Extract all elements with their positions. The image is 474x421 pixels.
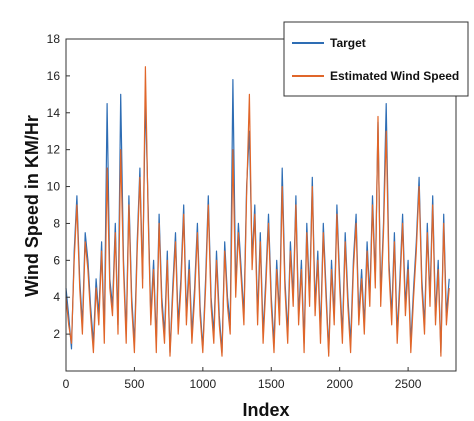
y-tick-label: 8 — [53, 216, 60, 230]
y-tick-label: 10 — [47, 180, 61, 194]
y-tick-label: 2 — [53, 327, 60, 341]
x-tick-label: 2500 — [395, 377, 422, 391]
plot-frame — [65, 38, 457, 372]
series-line-estimated — [65, 66, 450, 357]
x-tick-label: 0 — [63, 377, 70, 391]
x-tick-label: 1500 — [258, 377, 285, 391]
x-tick-label: 1000 — [189, 377, 216, 391]
y-axis-ticks: 2 4 6 8 10 12 14 16 18 — [47, 32, 70, 341]
y-tick-label: 4 — [53, 290, 60, 304]
x-tick-label: 500 — [124, 377, 144, 391]
series-layer — [65, 66, 450, 357]
x-axis-ticks: 0 500 1000 1500 2000 2500 — [63, 367, 422, 391]
legend: Target Estimated Wind Speed — [283, 21, 469, 97]
y-tick-label: 16 — [47, 69, 61, 83]
y-axis-title: Wind Speed in KM/Hr — [22, 115, 42, 297]
legend-label-estimated: Estimated Wind Speed — [330, 69, 459, 83]
y-tick-label: 14 — [47, 106, 61, 120]
y-tick-label: 18 — [47, 32, 61, 46]
y-tick-label: 12 — [47, 143, 61, 157]
y-tick-label: 6 — [53, 253, 60, 267]
x-tick-label: 2000 — [326, 377, 353, 391]
legend-label-target: Target — [330, 36, 366, 50]
x-axis-title: Index — [242, 400, 289, 420]
legend-box — [283, 21, 469, 97]
